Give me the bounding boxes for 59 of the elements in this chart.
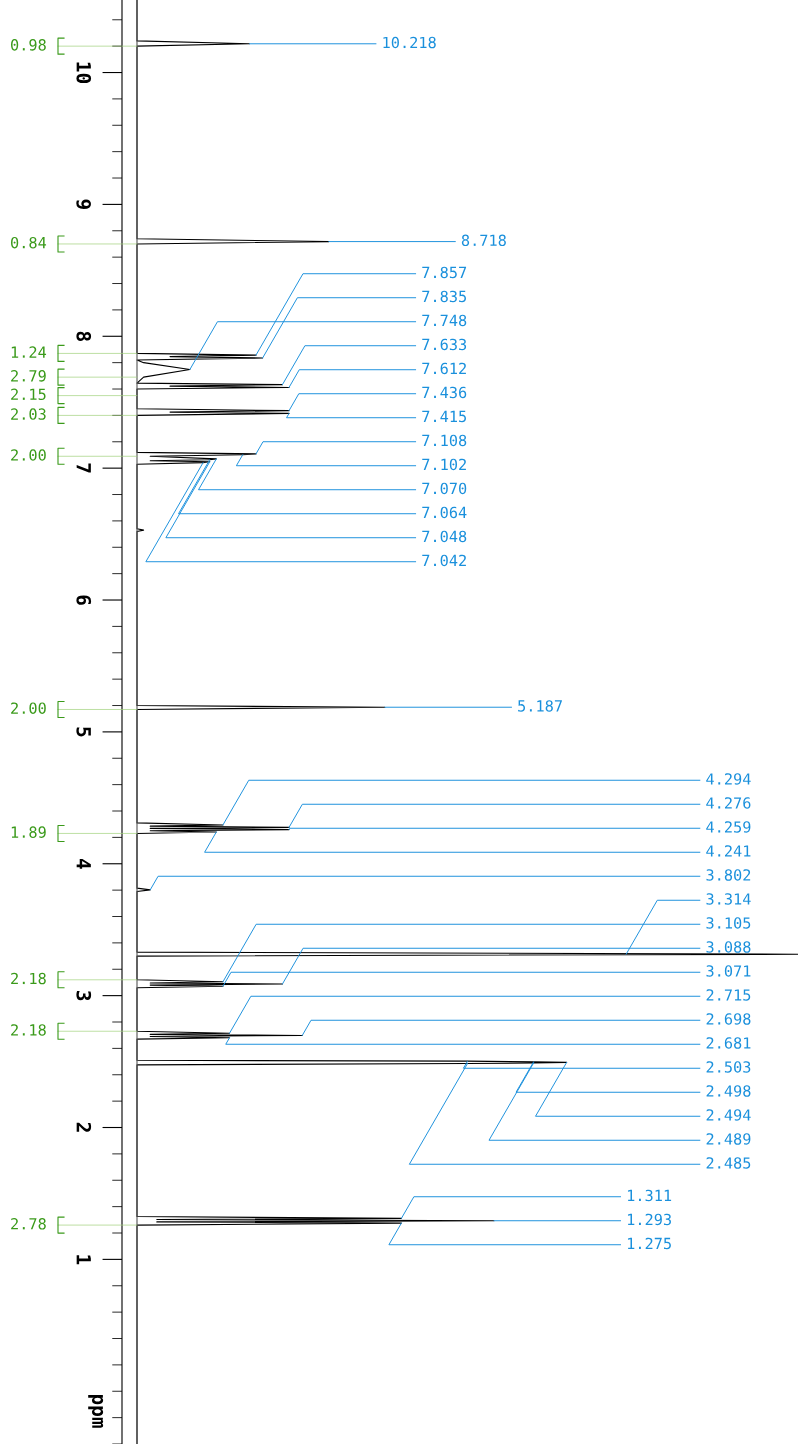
annotation: 7.436 — [422, 386, 467, 399]
annotation: 3.071 — [706, 965, 751, 977]
annotation: 2.00 — [11, 449, 46, 461]
annotation: 1.24 — [11, 346, 47, 358]
annotation: 7.415 — [422, 410, 466, 423]
annotation: 0.84 — [10, 236, 47, 249]
annotation: 2.503 — [706, 1061, 751, 1073]
y-tick-label: 9 — [76, 199, 91, 210]
annotation: 1.311 — [627, 1189, 672, 1202]
annotation: 2.715 — [706, 989, 751, 1001]
y-tick-label: 2 — [76, 1122, 92, 1132]
annotation: 1.275 — [627, 1237, 671, 1250]
annotation: 2.15 — [11, 388, 46, 401]
annotation: 7.612 — [422, 362, 466, 375]
annotation: 2.00 — [11, 702, 46, 714]
annotation: 3.314 — [706, 893, 751, 905]
annotation: 2.03 — [11, 408, 46, 420]
annotation: 7.633 — [422, 338, 467, 351]
annotation: 3.105 — [706, 917, 751, 929]
annotation: 7.102 — [422, 458, 466, 471]
annotation: 2.18 — [11, 972, 46, 985]
annotation: 0.98 — [10, 39, 46, 51]
annotation: 7.108 — [422, 434, 467, 447]
annotation: 7.070 — [422, 482, 467, 495]
annotation: 4.259 — [706, 821, 751, 833]
y-tick-label: 7 — [76, 463, 91, 473]
annotation: 4.241 — [706, 845, 751, 857]
y-tick-label: 5 — [76, 727, 91, 737]
y-tick-label: 6 — [76, 595, 92, 605]
annotation: 7.048 — [422, 530, 467, 543]
annotation: 2.79 — [11, 370, 46, 382]
annotation: 3.088 — [706, 941, 751, 953]
annotation: 2.494 — [706, 1109, 751, 1121]
annotation: 1.89 — [11, 826, 46, 838]
annotation: 2.498 — [706, 1085, 751, 1097]
annotation: 5.187 — [518, 700, 562, 712]
annotation: 2.698 — [706, 1013, 751, 1025]
annotation: 7.748 — [422, 314, 467, 327]
annotation: 7.064 — [422, 506, 467, 519]
annotation: 2.485 — [706, 1157, 751, 1169]
annotation: 2.18 — [11, 1024, 46, 1036]
y-tick-label: 10 — [76, 62, 92, 84]
annotation: 7.042 — [422, 554, 466, 567]
annotation: 4.276 — [706, 797, 751, 809]
y-tick-label: 8 — [76, 331, 92, 341]
annotation: 7.835 — [422, 290, 466, 303]
annotation: 2.681 — [706, 1037, 751, 1049]
y-tick-label: 3 — [76, 990, 92, 1001]
y-axis-title: ppm — [88, 1394, 104, 1428]
annotation: 2.78 — [11, 1218, 46, 1230]
annotation: 3.802 — [706, 869, 751, 881]
y-tick-label: 1 — [76, 1255, 91, 1265]
annotation: 7.857 — [422, 266, 467, 279]
annotation: 4.294 — [706, 773, 751, 785]
y-tick-label: 4 — [76, 858, 91, 869]
annotation: 1.293 — [627, 1213, 671, 1226]
annotation: 2.489 — [706, 1133, 751, 1145]
annotation: 10.218 — [383, 36, 436, 49]
annotation: 8.718 — [461, 234, 506, 247]
